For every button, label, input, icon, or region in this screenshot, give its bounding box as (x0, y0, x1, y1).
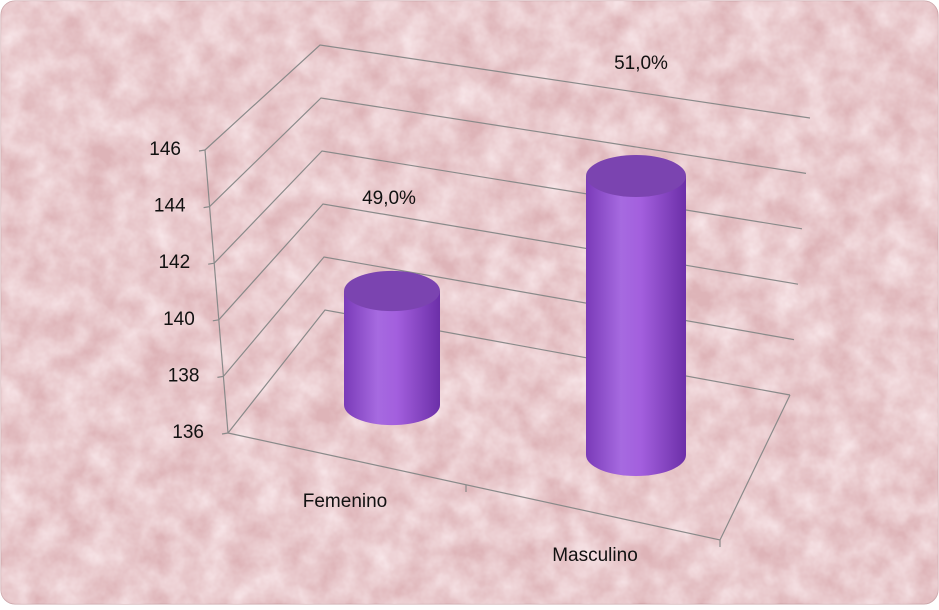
y-tick-label: 144 (154, 196, 186, 217)
y-tick (217, 375, 224, 378)
data-label: 51,0% (614, 53, 668, 74)
x-tick-label: Masculino (552, 545, 638, 566)
grid-line (204, 44, 811, 151)
y-tick-label: 142 (158, 252, 190, 273)
y-axis (204, 149, 229, 434)
x-tick-label: Femenino (303, 491, 388, 512)
y-tick (203, 206, 210, 209)
grid-line (209, 97, 807, 208)
y-tick-label: 140 (163, 309, 195, 330)
bar (344, 291, 440, 426)
bar-top (344, 270, 440, 312)
bar (586, 176, 686, 476)
y-tick (221, 432, 229, 435)
y-tick-label: 136 (172, 422, 204, 443)
y-tick (212, 319, 219, 322)
y-tick (198, 149, 206, 152)
y-tick-label: 146 (149, 139, 181, 160)
y-tick (208, 262, 215, 265)
data-label: 49,0% (362, 188, 416, 209)
y-tick-label: 138 (168, 365, 200, 386)
bar-top (586, 155, 686, 197)
